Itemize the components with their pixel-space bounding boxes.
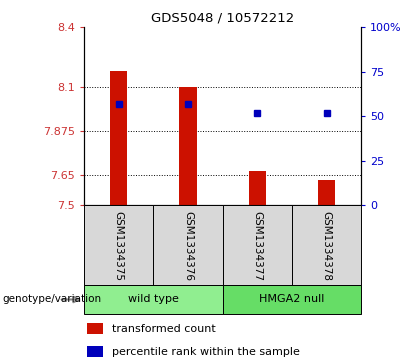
Bar <box>84 205 153 285</box>
Bar <box>223 205 292 285</box>
Text: GSM1334377: GSM1334377 <box>252 211 262 281</box>
Bar <box>84 285 223 314</box>
Bar <box>179 86 197 205</box>
Text: HMGA2 null: HMGA2 null <box>259 294 325 305</box>
Bar <box>249 171 266 205</box>
Text: percentile rank within the sample: percentile rank within the sample <box>112 347 299 357</box>
Bar <box>223 285 361 314</box>
Text: wild type: wild type <box>128 294 179 305</box>
Bar <box>292 205 361 285</box>
Bar <box>318 180 335 205</box>
Title: GDS5048 / 10572212: GDS5048 / 10572212 <box>151 12 294 25</box>
Text: GSM1334376: GSM1334376 <box>183 211 193 281</box>
Bar <box>87 323 103 334</box>
Bar <box>153 205 223 285</box>
Bar <box>87 346 103 357</box>
Text: GSM1334375: GSM1334375 <box>114 211 123 281</box>
Bar <box>110 71 127 205</box>
Text: GSM1334378: GSM1334378 <box>322 211 331 281</box>
Text: transformed count: transformed count <box>112 324 215 334</box>
Text: genotype/variation: genotype/variation <box>2 294 101 305</box>
